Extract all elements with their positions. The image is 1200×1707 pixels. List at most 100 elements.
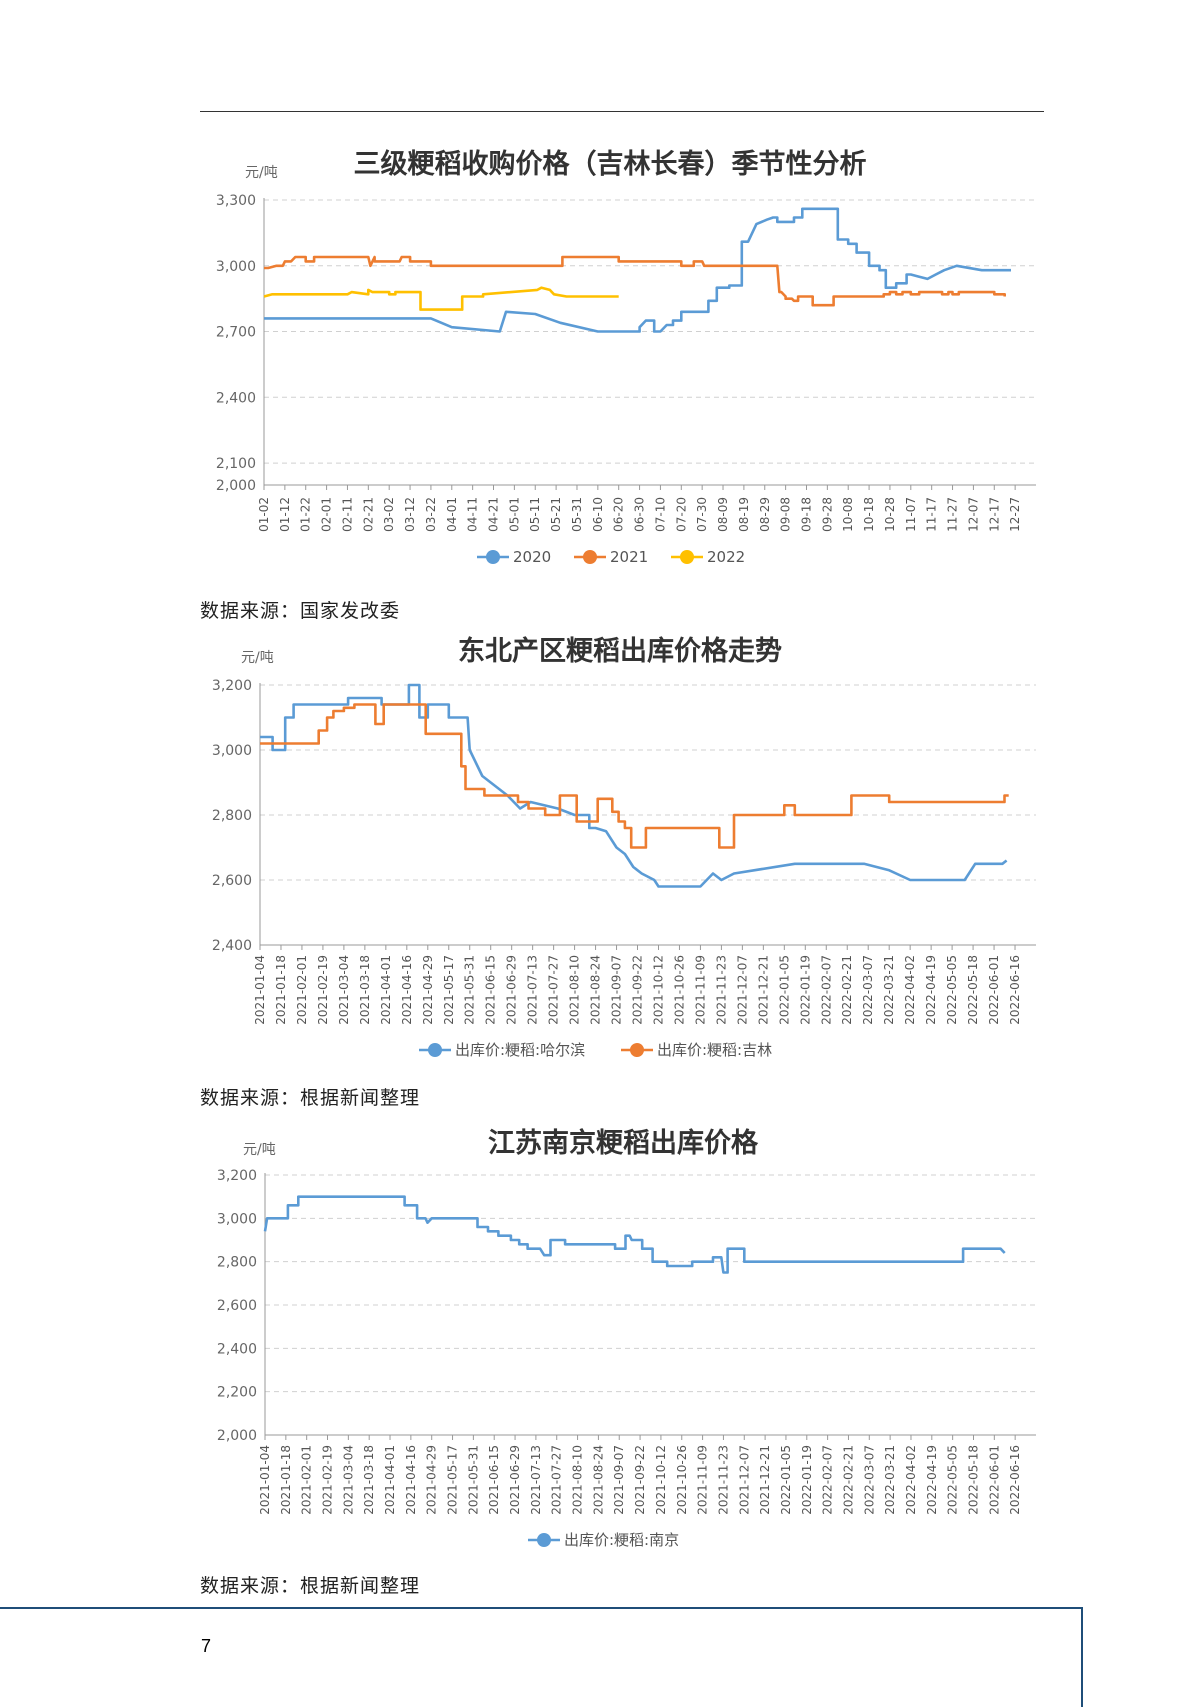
legend-marker xyxy=(630,1043,644,1057)
x-tick-label: 2021-02-01 xyxy=(295,955,309,1025)
x-tick-label: 2022-05-18 xyxy=(966,1445,980,1515)
legend-marker xyxy=(428,1043,442,1057)
y-tick-label: 3,000 xyxy=(216,259,256,275)
x-tick-label: 2022-02-21 xyxy=(841,1445,855,1515)
legend-marker xyxy=(486,550,500,564)
x-tick-label: 10-08 xyxy=(841,497,855,532)
y-tick-label: 2,200 xyxy=(217,1385,257,1401)
x-tick-label: 2022-04-02 xyxy=(904,1445,918,1515)
y-tick-label: 2,600 xyxy=(217,1298,257,1314)
x-tick-label: 2021-11-23 xyxy=(714,955,728,1025)
x-tick-label: 02-21 xyxy=(361,497,375,532)
x-tick-label: 2021-08-24 xyxy=(589,955,603,1025)
legend-marker xyxy=(537,1533,551,1547)
x-tick-label: 04-11 xyxy=(466,497,480,532)
x-tick-label: 11-17 xyxy=(925,497,939,532)
x-tick-label: 2022-01-19 xyxy=(798,955,812,1025)
chart-northeast-outbound: 东北产区粳稻出库价格走势 元/吨 2,400 2,600 2,800 3,000 3,200… xyxy=(212,635,1036,1059)
x-tick-label: 08-19 xyxy=(737,497,751,532)
x-tick-label: 2022-02-07 xyxy=(819,955,833,1025)
x-tick-label: 2021-03-04 xyxy=(337,955,351,1025)
x-tick-label: 2022-06-01 xyxy=(987,1445,1001,1515)
x-tick-label: 02-11 xyxy=(340,497,354,532)
x-tick-label: 2022-01-05 xyxy=(777,955,791,1025)
x-tick-label: 2022-03-07 xyxy=(862,1445,876,1515)
x-tick-label: 07-10 xyxy=(653,497,667,532)
x-tick-label: 06-10 xyxy=(591,497,605,532)
y-tick-label: 2,000 xyxy=(217,1428,257,1444)
legend-marker xyxy=(680,550,694,564)
x-tick-label: 07-20 xyxy=(674,497,688,532)
x-tick-label: 2021-04-29 xyxy=(421,955,435,1025)
series-line-出库价:粳稻:吉林 xyxy=(260,703,1009,849)
y-tick-label: 3,200 xyxy=(217,1168,257,1184)
y-axis-unit: 元/吨 xyxy=(243,1142,276,1158)
x-tick-label: 2022-06-16 xyxy=(1008,955,1022,1025)
legend-label: 2020 xyxy=(513,548,551,566)
chart-nanjing-outbound: 江苏南京粳稻出库价格 元/吨 2,000 2,200 2,400 2,600 2,800 3,… xyxy=(217,1127,1036,1549)
x-tick-label: 2022-02-21 xyxy=(840,955,854,1025)
x-tick-label: 2021-06-29 xyxy=(505,955,519,1025)
source-note-3: 数据来源：根据新闻整理 xyxy=(200,1575,421,1597)
x-tick-label: 2021-02-01 xyxy=(300,1445,314,1515)
y-tick-label: 2,400 xyxy=(212,938,252,954)
legend-label: 出库价:粳稻:哈尔滨 xyxy=(455,1041,585,1059)
x-tick-label: 2021-04-01 xyxy=(383,1445,397,1515)
x-tick-label: 10-28 xyxy=(883,497,897,532)
x-tick-label: 2021-10-12 xyxy=(651,955,665,1025)
x-tick-label: 2021-01-18 xyxy=(279,1445,293,1515)
x-tick-label: 2021-11-09 xyxy=(696,1445,710,1515)
legend-label: 出库价:粳稻:南京 xyxy=(564,1531,679,1549)
x-tick-label: 2022-05-18 xyxy=(966,955,980,1025)
y-axis-unit: 元/吨 xyxy=(241,650,274,666)
x-tick-label: 2022-05-05 xyxy=(946,1445,960,1515)
x-tick-label: 02-01 xyxy=(320,497,334,532)
x-tick-label: 2021-07-27 xyxy=(550,1445,564,1515)
footer-frame xyxy=(0,1607,1083,1707)
x-tick-label: 12-27 xyxy=(1008,497,1022,532)
x-tick-label: 05-21 xyxy=(549,497,563,532)
x-tick-label: 2022-04-19 xyxy=(924,955,938,1025)
x-tick-label: 11-07 xyxy=(904,497,918,532)
x-tick-label: 2021-09-22 xyxy=(631,955,645,1025)
x-tick-label: 2021-03-04 xyxy=(341,1445,355,1515)
legend-marker xyxy=(583,550,597,564)
x-tick-label: 03-02 xyxy=(382,497,396,532)
header-rule xyxy=(200,111,1044,112)
y-tick-label: 3,200 xyxy=(212,678,252,694)
source-note-2: 数据来源：根据新闻整理 xyxy=(200,1087,421,1109)
x-tick-label: 2021-04-16 xyxy=(404,1445,418,1515)
x-tick-label: 06-30 xyxy=(633,497,647,532)
x-tick-label: 2022-03-21 xyxy=(883,1445,897,1515)
x-tick-label: 2022-01-05 xyxy=(779,1445,793,1515)
x-tick-label: 07-30 xyxy=(695,497,709,532)
x-tick-label: 12-17 xyxy=(987,497,1001,532)
y-tick-label: 3,000 xyxy=(217,1211,257,1227)
x-tick-label: 2021-07-13 xyxy=(529,1445,543,1515)
x-tick-label: 2021-12-21 xyxy=(758,1445,772,1515)
y-tick-label: 2,000 xyxy=(216,478,256,494)
x-tick-label: 2021-12-07 xyxy=(737,1445,751,1515)
x-tick-label: 2021-10-12 xyxy=(654,1445,668,1515)
x-tick-label: 2022-04-19 xyxy=(925,1445,939,1515)
x-tick-label: 05-31 xyxy=(570,497,584,532)
y-tick-label: 2,400 xyxy=(217,1341,257,1357)
x-tick-label: 01-12 xyxy=(278,497,292,532)
x-tick-label: 08-29 xyxy=(758,497,772,532)
x-tick-label: 2021-08-10 xyxy=(568,955,582,1025)
x-tick-label: 2021-09-07 xyxy=(612,1445,626,1515)
legend-label: 2022 xyxy=(707,548,745,566)
x-tick-label: 2021-04-16 xyxy=(400,955,414,1025)
x-tick-label: 2021-01-04 xyxy=(253,955,267,1025)
x-tick-label: 2021-09-22 xyxy=(633,1445,647,1515)
x-tick-label: 2021-09-07 xyxy=(610,955,624,1025)
x-tick-label: 2021-08-24 xyxy=(591,1445,605,1515)
series-line-2021 xyxy=(264,255,1007,307)
x-tick-label: 05-11 xyxy=(528,497,542,532)
x-tick-label: 2021-06-15 xyxy=(487,1445,501,1515)
x-tick-label: 2022-06-16 xyxy=(1008,1445,1022,1515)
x-tick-label: 09-28 xyxy=(820,497,834,532)
x-tick-label: 2022-03-07 xyxy=(861,955,875,1025)
x-tick-label: 08-09 xyxy=(716,497,730,532)
x-tick-label: 2021-01-18 xyxy=(274,955,288,1025)
